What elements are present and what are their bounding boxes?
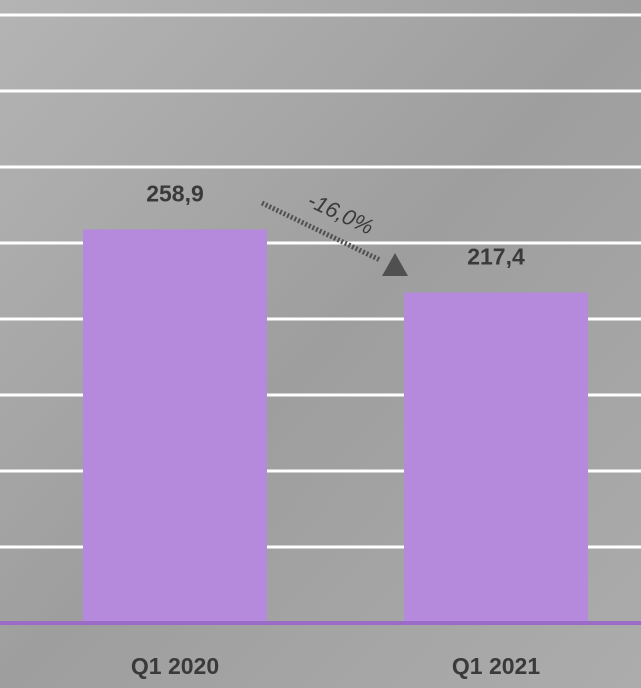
bars: 258,9 217,4 [83,181,588,624]
x-tick-label: Q1 2020 [131,653,219,679]
x-tick-label: Q1 2021 [452,653,540,679]
change-arrow [260,200,382,263]
arrow-head [382,253,408,276]
data-label: 258,9 [146,181,204,207]
bar [404,292,588,623]
data-label: 217,4 [467,244,525,270]
bar [83,229,267,624]
